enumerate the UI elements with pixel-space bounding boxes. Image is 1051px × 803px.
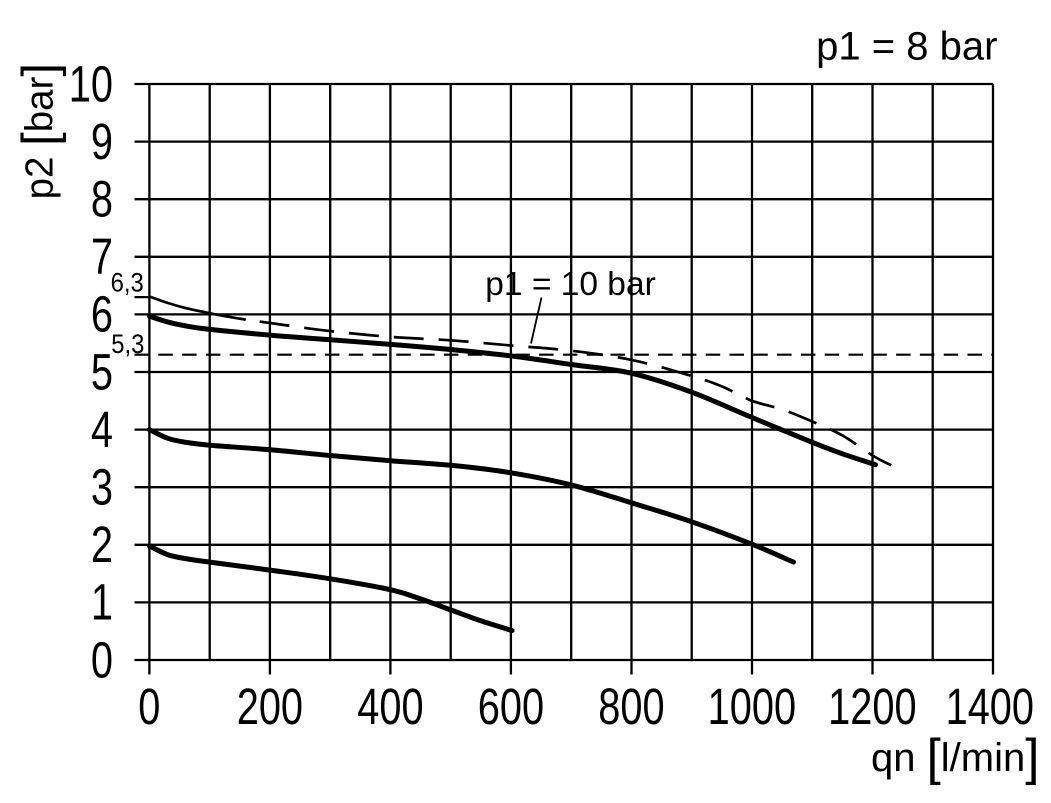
- svg-text:1400: 1400: [946, 678, 1034, 735]
- svg-text:9: 9: [91, 113, 113, 170]
- svg-text:5: 5: [91, 344, 113, 401]
- svg-text:600: 600: [478, 678, 544, 735]
- svg-text:p1 = 8 bar: p1 = 8 bar: [816, 24, 997, 68]
- svg-text:6,3: 6,3: [111, 268, 144, 297]
- svg-text:5,3: 5,3: [111, 330, 144, 359]
- svg-text:0: 0: [138, 678, 160, 735]
- svg-text:1000: 1000: [708, 678, 796, 735]
- svg-text:0: 0: [91, 632, 113, 689]
- svg-text:1: 1: [91, 574, 113, 631]
- svg-text:2: 2: [91, 516, 113, 573]
- svg-text:400: 400: [357, 678, 423, 735]
- svg-text:10: 10: [69, 56, 113, 113]
- svg-text:8: 8: [91, 171, 113, 228]
- svg-text:200: 200: [237, 678, 303, 735]
- svg-text:p1 = 10 bar: p1 = 10 bar: [485, 266, 655, 303]
- svg-text:800: 800: [598, 678, 664, 735]
- svg-text:6: 6: [91, 286, 113, 343]
- svg-text:1200: 1200: [828, 678, 916, 735]
- svg-text:4: 4: [91, 401, 113, 458]
- svg-text:p2 [bar]: p2 [bar]: [13, 63, 67, 199]
- svg-text:qn [l/min]: qn [l/min]: [871, 729, 1039, 786]
- svg-text:7: 7: [91, 228, 113, 285]
- svg-text:3: 3: [91, 459, 113, 516]
